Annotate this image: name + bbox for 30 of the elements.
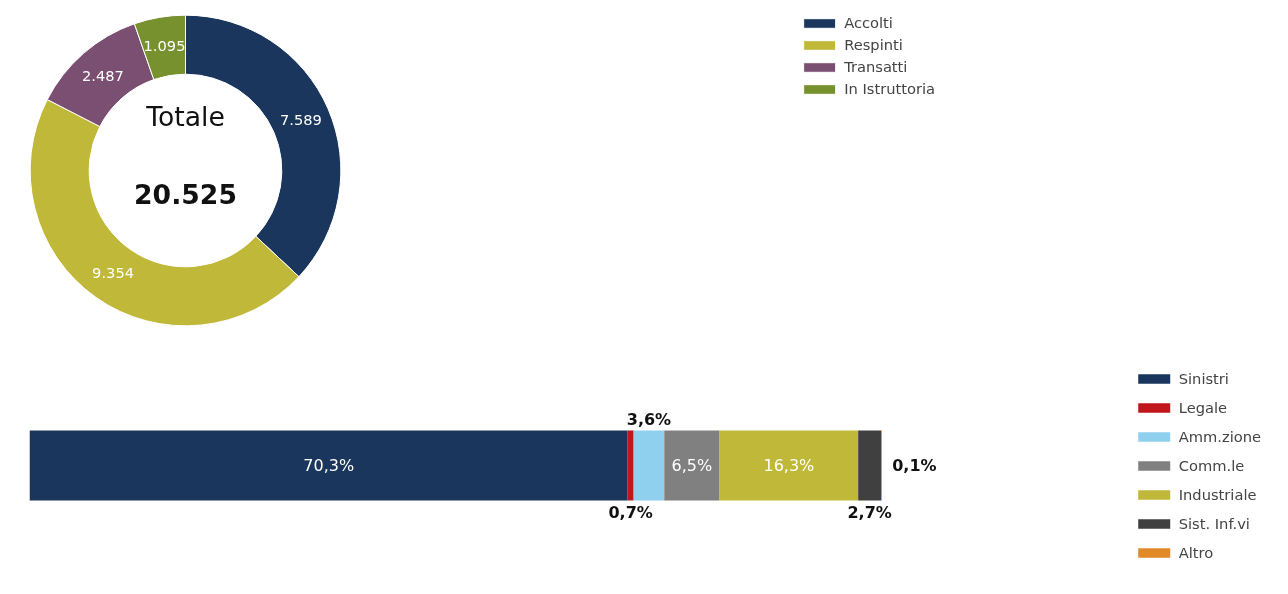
legend-label: Altro bbox=[1178, 543, 1214, 561]
legend-label: Comm.le bbox=[1178, 456, 1245, 474]
bar bbox=[633, 430, 665, 501]
data-label: 0,7% bbox=[608, 502, 653, 522]
data-label: 2,7% bbox=[847, 502, 892, 522]
data-label: 16,3% bbox=[763, 456, 815, 475]
data-label: 70,3% bbox=[303, 456, 355, 475]
bar bbox=[664, 430, 720, 501]
bar bbox=[858, 430, 882, 501]
legend-label: In Istruttoria bbox=[844, 80, 935, 97]
bar bbox=[719, 430, 859, 501]
legend-label: Industriale bbox=[1178, 485, 1257, 503]
data-label: 1.095 bbox=[143, 37, 186, 55]
legend-label: Accolti bbox=[844, 14, 893, 31]
data-label: 6,5% bbox=[671, 456, 713, 475]
bar bbox=[627, 430, 634, 501]
legend-label: Amm.zione bbox=[1178, 427, 1261, 445]
bar bbox=[29, 430, 628, 501]
data-label: 9.354 bbox=[92, 264, 135, 282]
text: 20.525 bbox=[134, 178, 237, 210]
legend-label: Respinti bbox=[844, 36, 903, 53]
legend-label: Legale bbox=[1178, 398, 1228, 416]
legend-label: Transatti bbox=[844, 58, 908, 75]
legend-label: Sinistri bbox=[1178, 369, 1229, 387]
data-label: 3,6% bbox=[626, 409, 672, 429]
data-label: 0,1% bbox=[892, 456, 937, 475]
text: Totale bbox=[145, 100, 225, 132]
legend-label: Sist. Inf.vi bbox=[1178, 514, 1250, 532]
data-label: 2.487 bbox=[81, 66, 124, 84]
data-label: 7.589 bbox=[279, 111, 322, 129]
